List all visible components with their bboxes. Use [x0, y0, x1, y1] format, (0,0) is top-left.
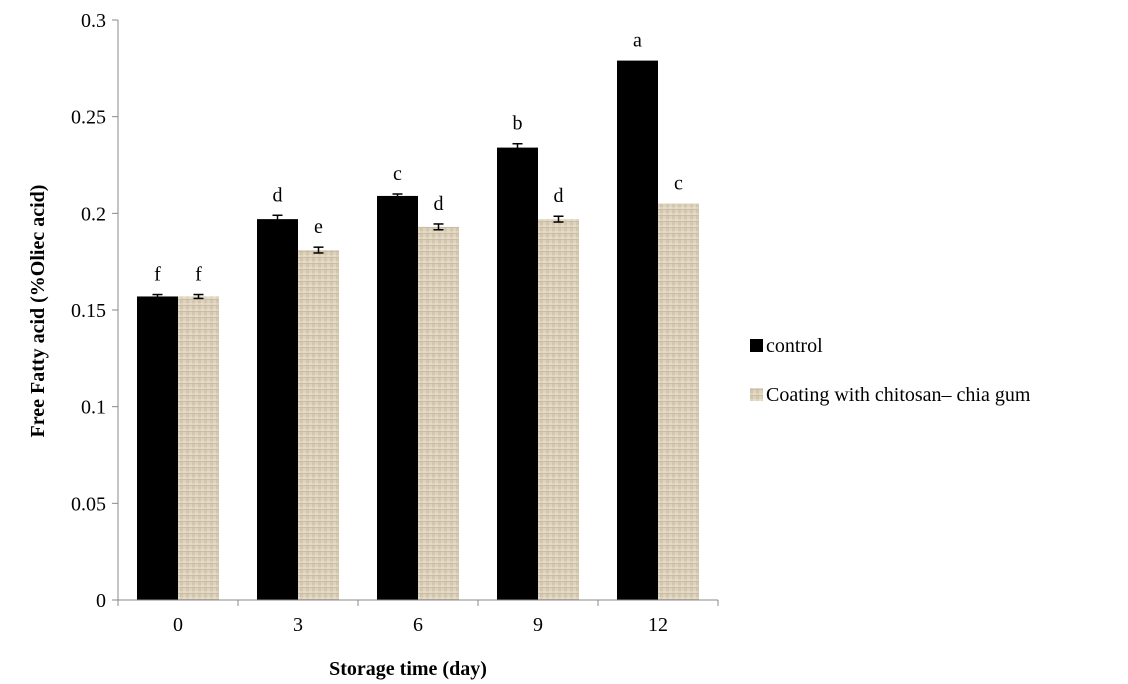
bar-control [617, 60, 658, 601]
significance-letter: b [513, 113, 523, 135]
y-tick-label: 0.2 [81, 203, 106, 225]
significance-letter: f [154, 264, 161, 286]
legend-item-coating: Coating with chitosan– chia gum [750, 384, 1031, 406]
x-axis-title: Storage time (day) [329, 658, 487, 680]
significance-letter: d [554, 185, 564, 207]
legend: control Coating with chitosan– chia gum [750, 335, 1031, 406]
significance-letter: e [314, 216, 323, 238]
x-tick-label: 3 [293, 614, 303, 636]
y-tick-label: 0.05 [71, 493, 106, 515]
bar-coating [418, 226, 459, 600]
bar-coating [538, 219, 579, 600]
significance-letter: d [434, 193, 444, 215]
x-tick-label: 6 [413, 614, 423, 636]
bar-coating [298, 250, 339, 601]
significance-letter: f [195, 264, 202, 286]
bar-control [137, 296, 178, 600]
x-tick-label: 9 [533, 614, 543, 636]
x-tick-label: 12 [648, 614, 668, 636]
legend-swatch-control [750, 339, 763, 352]
axes: 0 0.05 0.1 0.15 0.2 0.25 0.3 0 3 6 9 12 [71, 10, 719, 636]
y-tick-label: 0.15 [71, 300, 106, 322]
y-tick-label: 0.1 [81, 397, 106, 419]
bar-control [257, 219, 298, 600]
significance-letter: c [674, 173, 683, 195]
significance-letter: c [393, 163, 402, 185]
bar-coating [658, 203, 699, 600]
bar-coating [178, 296, 219, 600]
legend-swatch-coating [750, 388, 763, 401]
legend-label-control: control [766, 335, 823, 357]
y-axis-title: Free Fatty acid (%Oliec acid) [27, 185, 49, 438]
y-tick-label: 0.25 [71, 107, 106, 129]
plot-area: f f d e c d b d a c [137, 30, 699, 601]
y-tick-label: 0.3 [81, 10, 106, 32]
x-tick-label: 0 [173, 614, 183, 636]
legend-item-control: control [750, 335, 823, 357]
y-tick-label: 0 [96, 590, 106, 612]
significance-letter: d [273, 184, 283, 206]
bar-control [497, 147, 538, 600]
legend-label-coating: Coating with chitosan– chia gum [766, 384, 1031, 406]
bar-control [377, 195, 418, 600]
significance-letter: a [633, 30, 642, 52]
